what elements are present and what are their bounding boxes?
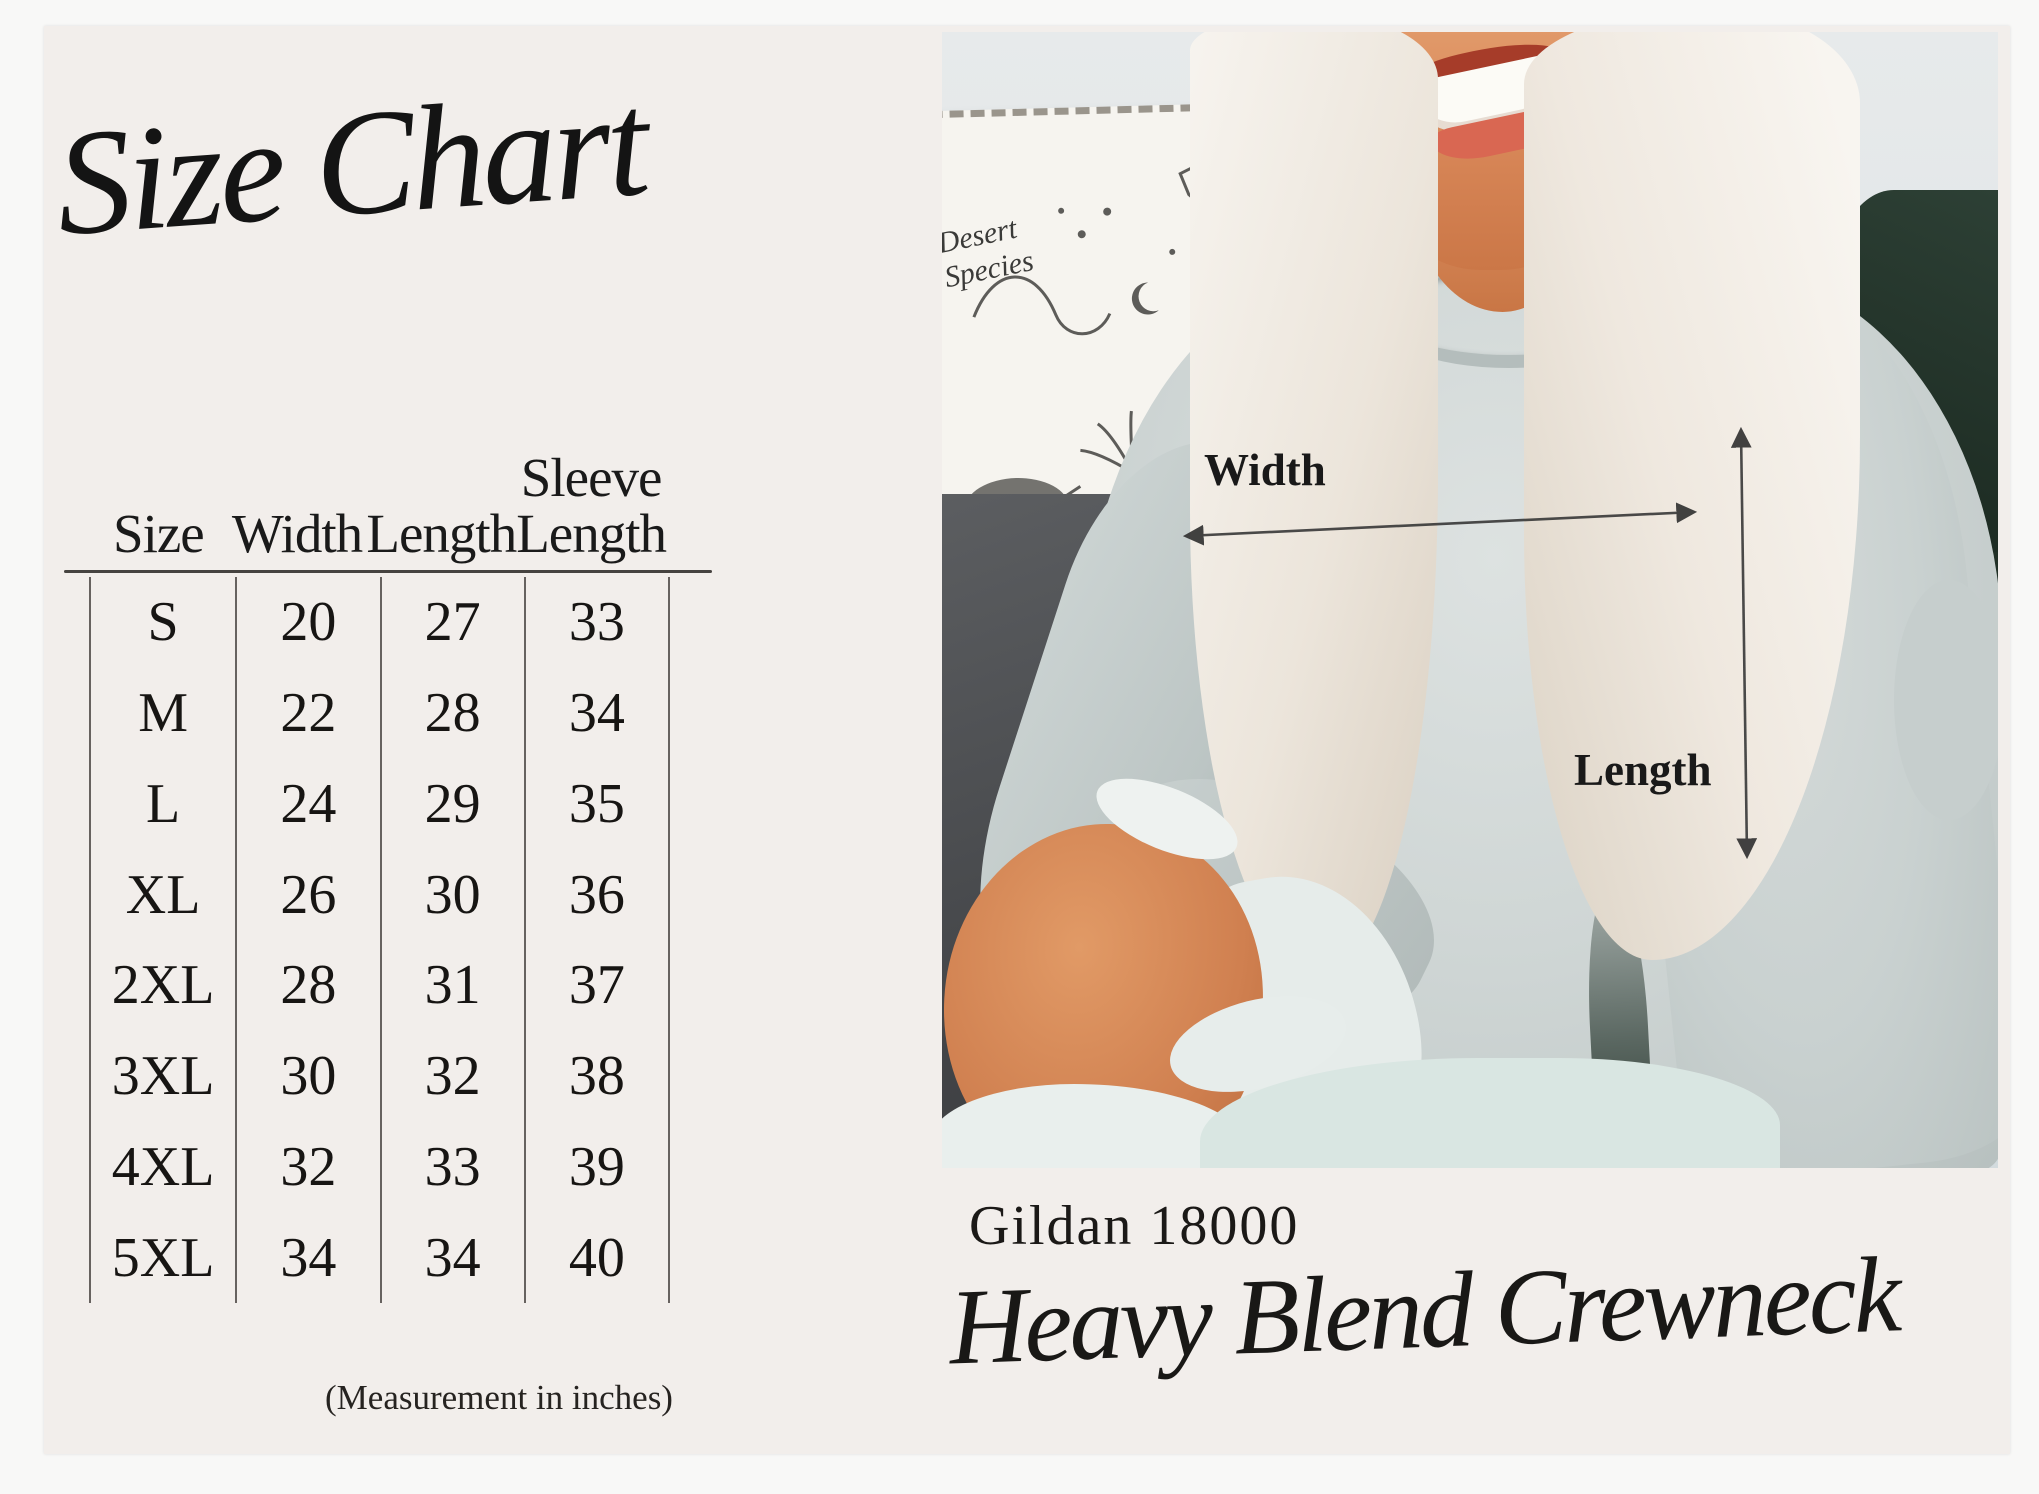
table-row: 4XL 32 33 39 [91,1121,668,1213]
sleeve-cell: 37 [523,940,668,1031]
width-cell: 34 [235,1212,379,1303]
length-cell: 30 [379,849,524,940]
table-header-rule [64,570,712,573]
size-table: S 20 27 33 M 22 28 34 L 24 29 35 XL 26 3… [89,577,670,1303]
card-panel: Size Chart Size Width Length Sleeve Leng… [44,26,2010,1454]
size-cell: M [138,682,189,745]
length-cell: 32 [379,1030,524,1122]
sleeve-cell: 33 [523,577,668,668]
sleeve-cell: 34 [523,667,668,759]
header-sleeve-length: Sleeve Length [516,446,667,570]
width-arrow [1182,502,1698,546]
size-cell: L [146,772,181,835]
table-row: 3XL 30 32 38 [91,1030,668,1122]
measurement-arrows [1182,426,1758,860]
size-table-header: Size Width Length Sleeve Length [89,426,667,570]
table-row: 2XL 28 31 37 [91,940,668,1031]
page-title: Size Chart [50,60,651,268]
table-row: S 20 27 33 [91,577,668,668]
hair-left [1190,32,1438,972]
width-cell: 30 [235,1030,379,1122]
product-photo: Desert Species [942,32,1998,1168]
width-cell: 22 [235,667,379,759]
length-cell: 31 [379,940,524,1031]
length-annotation-label: Length [1574,745,1712,795]
length-arrow [1730,426,1758,860]
length-cell: 33 [379,1121,524,1213]
size-cell: 5XL [111,1226,215,1289]
size-cell: 3XL [111,1045,215,1108]
length-cell: 27 [379,577,524,668]
snake-doodle [972,275,1112,336]
table-row: 5XL 34 34 40 [91,1212,668,1303]
size-cell: S [147,591,179,654]
length-cell: 34 [379,1212,524,1303]
sleeve-cell: 36 [523,849,668,940]
sleeve-cell: 38 [523,1030,668,1122]
moon-doodle [1131,282,1159,315]
width-cell: 26 [235,849,379,940]
size-cell: 2XL [111,954,215,1017]
table-row: XL 26 30 36 [91,849,668,940]
measurement-footnote: (Measurement in inches) [325,1378,673,1417]
width-cell: 28 [235,940,379,1031]
size-cell: 4XL [111,1135,215,1198]
table-row: L 24 29 35 [91,758,668,850]
width-annotation-label: Width [1204,445,1326,495]
length-cell: 28 [379,667,524,759]
header-sleeve-line1: Sleeve [520,446,663,508]
right-elbow [1894,580,1998,820]
width-cell: 20 [235,577,379,668]
sleeve-cell: 39 [523,1121,668,1213]
sleeve-cell: 35 [523,758,668,850]
sleeve-cell: 40 [523,1212,668,1303]
header-size: Size [113,502,205,564]
product-model: Gildan 18000 [969,1195,1300,1257]
header-length: Length [366,502,517,564]
table-row: M 22 28 34 [91,667,668,759]
header-width: Width [231,502,363,564]
size-cell: XL [125,863,201,926]
width-cell: 24 [235,758,379,850]
header-sleeve-line2: Length [516,502,667,564]
width-cell: 32 [235,1121,379,1213]
length-cell: 29 [379,758,524,850]
